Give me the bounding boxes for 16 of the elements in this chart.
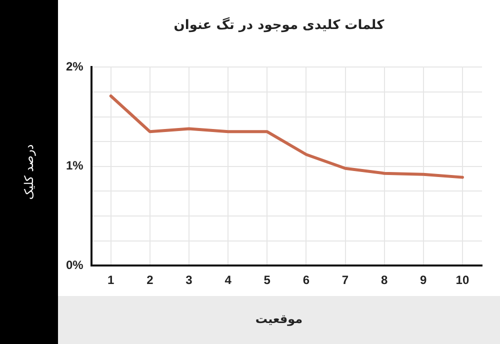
x-tick-label: 4 [224, 273, 232, 288]
x-tick-label: 10 [456, 273, 470, 288]
chart-title: کلمات کلیدی موجود در تگ عنوان [172, 18, 386, 33]
y-tick-label: 1% [66, 158, 84, 173]
x-tick-label: 3 [186, 273, 193, 288]
x-tick-label: 9 [420, 273, 428, 288]
y-axis-title: درصد کلیک [22, 144, 36, 200]
y-tick-label: 2% [66, 60, 84, 74]
x-tick-label: 8 [380, 273, 388, 288]
y-tick-label: 0% [66, 258, 84, 272]
x-axis-title: موقعیت [254, 312, 304, 326]
x-tick-label: 5 [264, 273, 271, 288]
x-tick-label: 2 [146, 273, 154, 288]
x-tick-label: 6 [302, 273, 310, 288]
x-tick-label: 1 [108, 273, 115, 288]
x-tick-label: 7 [342, 273, 349, 288]
